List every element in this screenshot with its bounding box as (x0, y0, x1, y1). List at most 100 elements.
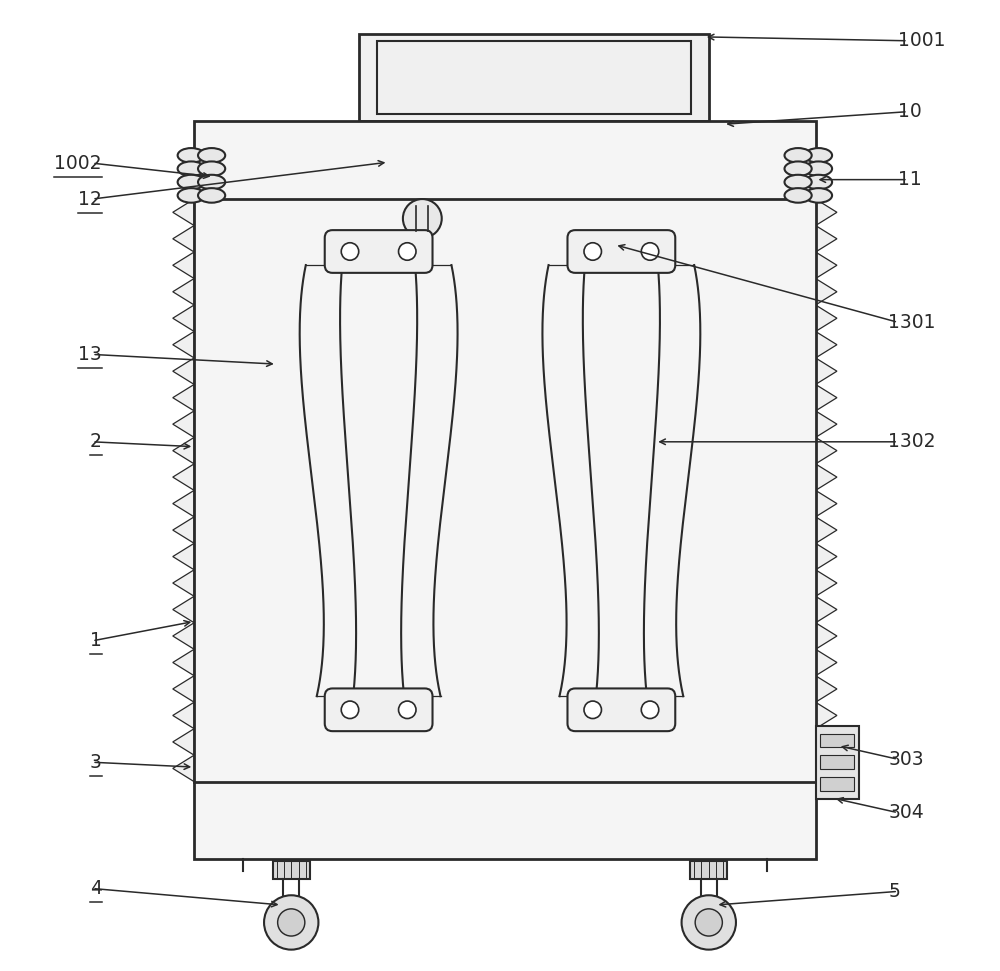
Polygon shape (173, 437, 194, 464)
Polygon shape (816, 517, 837, 544)
Polygon shape (816, 411, 837, 437)
Polygon shape (173, 544, 194, 570)
Polygon shape (816, 464, 837, 490)
Text: 2: 2 (90, 432, 102, 452)
Text: 1: 1 (90, 631, 102, 651)
Circle shape (641, 701, 659, 719)
FancyBboxPatch shape (325, 688, 433, 731)
Polygon shape (173, 676, 194, 702)
Polygon shape (173, 358, 194, 385)
Ellipse shape (198, 188, 225, 203)
Ellipse shape (198, 161, 225, 176)
Ellipse shape (178, 188, 205, 203)
Polygon shape (173, 411, 194, 437)
Polygon shape (173, 728, 194, 755)
Text: 1302: 1302 (888, 432, 936, 452)
Ellipse shape (198, 148, 225, 162)
FancyBboxPatch shape (567, 688, 675, 731)
Ellipse shape (805, 175, 832, 189)
Bar (690, 861, 727, 879)
Polygon shape (816, 358, 837, 385)
Ellipse shape (785, 148, 812, 162)
Polygon shape (173, 596, 194, 622)
Polygon shape (816, 437, 837, 464)
Text: 3: 3 (90, 753, 102, 772)
Text: 4: 4 (90, 879, 102, 898)
Ellipse shape (785, 161, 812, 176)
Polygon shape (816, 305, 837, 331)
Polygon shape (173, 331, 194, 358)
Ellipse shape (198, 175, 225, 189)
Polygon shape (816, 702, 837, 728)
Text: 12: 12 (78, 189, 102, 209)
Polygon shape (816, 279, 837, 305)
Circle shape (399, 243, 416, 260)
Polygon shape (173, 702, 194, 728)
Polygon shape (816, 570, 837, 596)
Polygon shape (173, 755, 194, 782)
Polygon shape (816, 544, 837, 570)
Polygon shape (816, 252, 837, 279)
Polygon shape (816, 622, 837, 650)
Text: 1301: 1301 (888, 313, 936, 332)
Bar (820, 777, 854, 790)
Circle shape (682, 895, 736, 950)
Polygon shape (173, 464, 194, 490)
Polygon shape (173, 225, 194, 252)
Text: 303: 303 (888, 750, 924, 769)
Circle shape (341, 243, 359, 260)
Polygon shape (816, 676, 837, 702)
Bar (377, 41, 691, 114)
Ellipse shape (805, 188, 832, 203)
Bar (820, 734, 854, 748)
Text: 11: 11 (898, 170, 922, 189)
Ellipse shape (178, 161, 205, 176)
Circle shape (264, 895, 318, 950)
Polygon shape (816, 650, 837, 676)
FancyBboxPatch shape (567, 230, 675, 273)
Bar (359, 34, 709, 121)
Ellipse shape (785, 175, 812, 189)
Polygon shape (816, 490, 837, 517)
Bar (194, 121, 816, 859)
Text: 13: 13 (78, 345, 102, 364)
Polygon shape (816, 331, 837, 358)
Polygon shape (173, 622, 194, 650)
Polygon shape (173, 570, 194, 596)
Bar (820, 755, 854, 769)
FancyBboxPatch shape (325, 230, 433, 273)
Circle shape (584, 701, 601, 719)
Polygon shape (173, 305, 194, 331)
Circle shape (584, 243, 601, 260)
Polygon shape (816, 385, 837, 411)
Polygon shape (173, 650, 194, 676)
Text: 304: 304 (888, 803, 924, 822)
Polygon shape (173, 279, 194, 305)
Ellipse shape (178, 175, 205, 189)
Polygon shape (173, 385, 194, 411)
Polygon shape (173, 252, 194, 279)
Text: 10: 10 (898, 102, 922, 121)
Ellipse shape (178, 148, 205, 162)
Circle shape (403, 199, 442, 238)
Circle shape (641, 243, 659, 260)
Text: 5: 5 (888, 882, 900, 901)
Circle shape (341, 701, 359, 719)
Polygon shape (816, 225, 837, 252)
Polygon shape (816, 728, 837, 755)
Polygon shape (816, 199, 837, 225)
Circle shape (399, 701, 416, 719)
Polygon shape (173, 517, 194, 544)
Polygon shape (173, 490, 194, 517)
Circle shape (695, 909, 722, 936)
Polygon shape (816, 755, 837, 782)
Bar (273, 861, 310, 879)
Bar (816, 725, 859, 798)
Polygon shape (173, 199, 194, 225)
Text: 1001: 1001 (898, 31, 946, 50)
Ellipse shape (805, 161, 832, 176)
Polygon shape (816, 596, 837, 622)
Text: 1002: 1002 (54, 153, 102, 173)
Circle shape (278, 909, 305, 936)
Ellipse shape (785, 188, 812, 203)
